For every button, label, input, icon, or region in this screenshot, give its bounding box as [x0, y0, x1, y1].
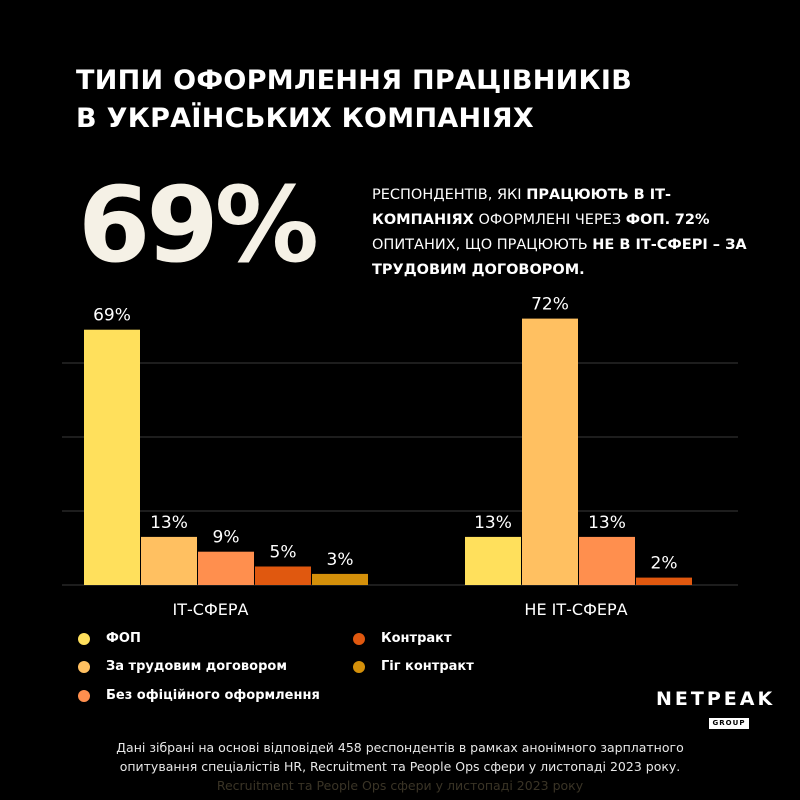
bar-it-contract	[255, 566, 311, 585]
footnote-line-1: Дані зібрані на основі відповідей 458 ре…	[116, 740, 684, 755]
bar-non-it-contract	[636, 577, 692, 585]
legend-swatch	[353, 632, 365, 645]
netpeak-logo: NETPEAK GROUP	[656, 688, 776, 729]
bar-chart: 69% 13% 9% 5% 3% ІТ-СФЕРА 13% 72% 13% 2% НЕ ІТ-СФЕ…	[62, 295, 738, 619]
data-label: 13%	[474, 513, 512, 533]
data-label: 69%	[93, 306, 131, 326]
legend-item-employment: За трудовим договором	[78, 659, 287, 674]
legend-label: Гіг контракт	[381, 659, 474, 674]
legend-label: Без офіційного оформлення	[106, 688, 320, 703]
legend-item-contract: Контракт	[353, 631, 452, 646]
bar-it-employment	[141, 536, 197, 585]
headline-description: РЕСПОНДЕНТІВ, ЯКІ ПРАЦЮЮТЬ В ІТ-КОМПАНІЯ…	[372, 187, 747, 278]
bar-non-it-fop	[465, 536, 521, 585]
data-label: 13%	[150, 513, 188, 533]
legend-label: ФОП	[106, 631, 141, 646]
legend-label: За трудовим договором	[106, 659, 287, 674]
legend-item-unofficial: Без офіційного оформлення	[78, 688, 320, 703]
legend-item-fop: ФОП	[78, 631, 141, 646]
legend-swatch	[353, 660, 365, 673]
bar-non-it-employment	[522, 318, 578, 585]
data-label: 5%	[270, 543, 297, 563]
title-line-1: ТИПИ ОФОРМЛЕННЯ ПРАЦІВНИКІВ	[76, 65, 633, 96]
footnote-line-3: Recruitment та People Ops сфери у листоп…	[216, 778, 584, 793]
footnote-line-2: опитування спеціалістів HR, Recruitment …	[119, 759, 681, 774]
legend-swatch	[78, 660, 90, 673]
headline-percent: 69%	[78, 164, 319, 286]
data-label: 9%	[213, 528, 240, 548]
legend-swatch	[78, 632, 90, 645]
bar-it-gig	[312, 573, 368, 585]
title-line-2: В УКРАЇНСЬКИХ КОМПАНІЯХ	[76, 103, 535, 134]
data-label: 3%	[327, 550, 354, 570]
page-title: ТИПИ ОФОРМЛЕННЯ ПРАЦІВНИКІВ В УКРАЇНСЬКИ…	[76, 62, 636, 138]
legend-swatch	[78, 689, 90, 702]
data-label: 13%	[588, 513, 626, 533]
logo-group: GROUP	[708, 718, 750, 729]
logo-name: NETPEAK	[656, 688, 776, 710]
bar-non-it-unofficial	[579, 536, 635, 585]
bar-it-fop	[84, 329, 140, 585]
footnote: Дані зібрані на основі відповідей 458 ре…	[60, 738, 740, 795]
category-label: ІТ-СФЕРА	[173, 600, 249, 619]
category-label: НЕ ІТ-СФЕРА	[524, 600, 627, 619]
legend-item-gig: Гіг контракт	[353, 659, 474, 674]
data-label: 72%	[531, 295, 569, 315]
data-label: 2%	[651, 554, 678, 574]
legend-label: Контракт	[381, 631, 452, 646]
bar-it-unofficial	[198, 551, 254, 585]
